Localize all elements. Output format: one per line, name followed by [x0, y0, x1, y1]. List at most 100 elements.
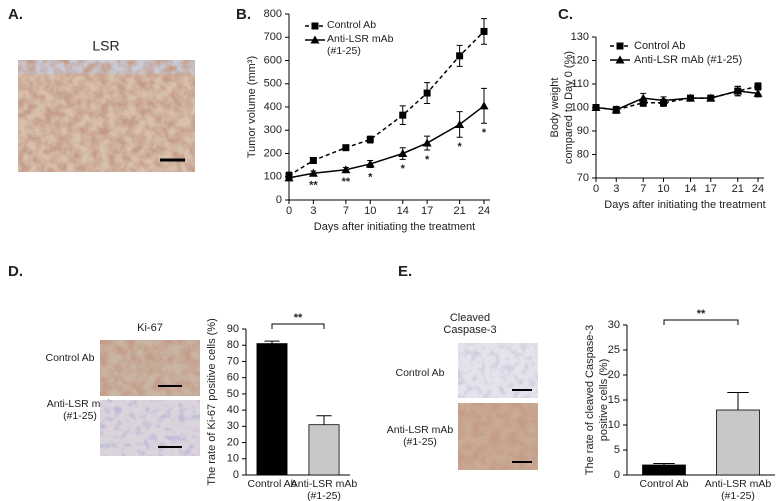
y-tick-label: 70 — [577, 172, 589, 184]
panel-label: C. — [558, 6, 573, 23]
legend-label: Anti-LSR mAb (#1-25) — [634, 54, 742, 66]
significance-bracket — [271, 323, 325, 329]
y-tick-label: 15 — [608, 394, 620, 406]
marker — [311, 22, 319, 30]
x-tick-label-box: Anti-LSR mAb (#1-25) — [704, 478, 772, 501]
y-tick-label: 30 — [608, 319, 620, 331]
error-bar — [264, 340, 280, 344]
x-tick-label: 21 — [454, 205, 466, 217]
y-tick-label: 500 — [264, 78, 282, 90]
x-tick-label-box: Control Ab — [639, 478, 689, 490]
marker — [616, 42, 624, 50]
legend-label-box: Control Ab — [327, 19, 377, 31]
y-tick-label: 30 — [227, 420, 239, 432]
legend-label: Control Ab — [634, 40, 685, 52]
y-tick-label: 200 — [264, 147, 282, 159]
significance-bracket — [663, 319, 739, 325]
micrograph-texture — [458, 343, 538, 398]
row-label-box: Anti-LSR mAb (#1-25) — [387, 424, 454, 448]
x-tick-label: 14 — [684, 183, 696, 195]
panel-label: D. — [8, 263, 23, 280]
series-line — [288, 30, 485, 177]
x-tick-label: 7 — [640, 183, 646, 195]
marker — [733, 86, 743, 95]
y-tick-label: 110 — [571, 78, 589, 90]
y-axis-label: The rate of cleaved Caspase-3 — [584, 325, 596, 475]
x-tick-label: 10 — [657, 183, 669, 195]
x-tick-label: Control Ab — [639, 478, 689, 490]
significance-label: ** — [697, 308, 706, 320]
y-tick-label: 120 — [571, 54, 589, 66]
x-tick-label: Anti-LSR mAb (#1-25) — [704, 478, 772, 501]
bar — [642, 464, 686, 476]
y-tick-label: 600 — [264, 54, 282, 66]
y-tick-label: 20 — [227, 436, 239, 448]
significance-label: * — [425, 154, 430, 166]
y-tick-label: 400 — [264, 101, 282, 113]
marker — [423, 89, 431, 97]
x-tick-label-box: Control Ab — [247, 478, 296, 490]
marker — [686, 93, 695, 102]
x-tick-label: 3 — [310, 205, 316, 217]
image-title-box: Cleaved Caspase-3 — [443, 312, 496, 336]
marker — [659, 95, 668, 104]
error-bar — [727, 392, 749, 410]
series-line — [288, 105, 485, 179]
y-axis-label: The rate of Ki-67 positive cells (%) — [206, 318, 218, 486]
marker — [399, 111, 407, 119]
marker — [591, 103, 601, 111]
y-tick-label: 10 — [227, 453, 239, 465]
bar — [716, 409, 760, 476]
marker — [310, 35, 320, 44]
micrograph-texture — [458, 403, 538, 470]
x-tick-label: 7 — [343, 205, 349, 217]
micrograph-texture — [100, 340, 200, 396]
x-tick-label: 24 — [478, 205, 490, 217]
micrograph-texture — [18, 60, 195, 172]
marker — [611, 105, 621, 114]
y-tick-label: 50 — [227, 388, 239, 400]
y-tick-label: 80 — [227, 339, 239, 351]
micrograph-texture — [100, 400, 200, 456]
row-label-box: Control Ab — [395, 367, 445, 379]
y-tick-label: 80 — [577, 148, 589, 160]
significance-label: ** — [309, 179, 318, 191]
legend-label: Control Ab — [327, 19, 377, 31]
row-label: Control Ab — [45, 352, 95, 364]
y-axis-label: Body weight — [549, 78, 561, 138]
marker — [455, 119, 465, 128]
panel-label: E. — [398, 263, 412, 280]
panel-label: B. — [236, 6, 251, 23]
marker — [456, 52, 464, 60]
x-tick-label: 17 — [421, 205, 433, 217]
marker — [753, 88, 763, 97]
significance-label: ** — [342, 176, 351, 188]
y-tick-label: 90 — [227, 323, 239, 335]
y-tick-label: 5 — [614, 444, 620, 456]
marker — [398, 149, 408, 157]
x-tick-label: 0 — [286, 205, 292, 217]
significance-label: * — [368, 171, 373, 183]
y-tick-label: 90 — [577, 125, 589, 137]
x-tick-label: 10 — [364, 205, 376, 217]
marker — [308, 168, 318, 177]
y-tick-label: 130 — [571, 31, 589, 43]
row-label: Control Ab — [395, 367, 445, 379]
error-bar — [316, 415, 332, 425]
image-title: Ki-67 — [137, 322, 163, 334]
marker — [422, 138, 432, 147]
x-tick-label: 17 — [705, 183, 717, 195]
y-tick-label: 10 — [608, 419, 620, 431]
series-line — [595, 90, 759, 111]
y-axis-label: compared to Day 0 (%) — [563, 51, 575, 164]
x-tick-label: 24 — [752, 183, 764, 195]
y-tick-label: 100 — [571, 101, 589, 113]
significance-label: * — [401, 163, 406, 175]
significance-label: * — [457, 141, 462, 153]
legend-label-box: Anti-LSR mAb (#1-25) — [327, 33, 394, 57]
marker — [706, 93, 716, 102]
marker — [480, 27, 488, 35]
y-tick-label: 0 — [276, 194, 282, 206]
marker — [341, 165, 351, 174]
